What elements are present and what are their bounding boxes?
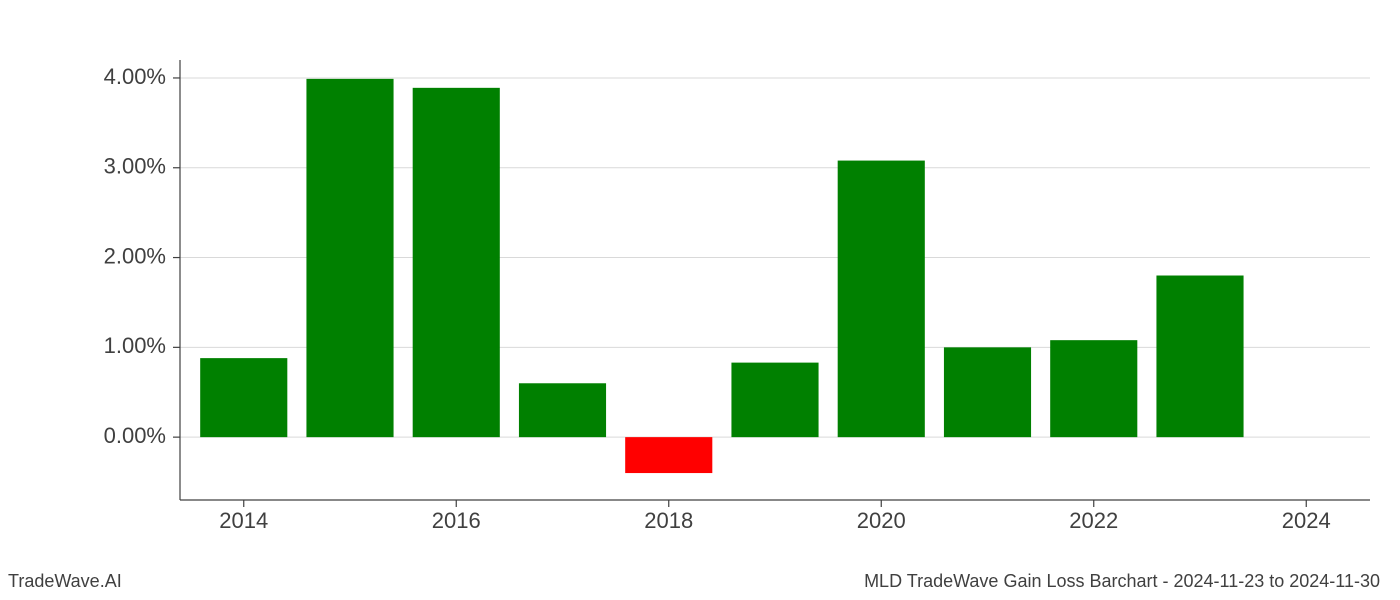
x-tick-label: 2020 <box>857 508 906 533</box>
bar-2021 <box>944 347 1031 437</box>
bar-2022 <box>1050 340 1137 437</box>
x-tick-label: 2014 <box>219 508 268 533</box>
y-tick-label: 1.00% <box>104 333 166 358</box>
bar-2019 <box>731 363 818 438</box>
bar-2017 <box>519 383 606 437</box>
bar-2016 <box>413 88 500 437</box>
y-tick-label: 0.00% <box>104 423 166 448</box>
x-tick-label: 2016 <box>432 508 481 533</box>
footer-left-label: TradeWave.AI <box>8 571 122 592</box>
bar-2014 <box>200 358 287 437</box>
chart-container: 0.00% 1.00% 2.00% 3.00% 4.00% 2014 2016 2018 202… <box>0 0 1400 600</box>
y-tick-label: 3.00% <box>104 154 166 179</box>
bar-2018 <box>625 437 712 473</box>
bar-2023 <box>1156 276 1243 438</box>
x-tick-label: 2024 <box>1282 508 1331 533</box>
bar-2015 <box>306 79 393 437</box>
bar-2020 <box>838 161 925 438</box>
x-tick-label: 2022 <box>1069 508 1118 533</box>
barchart-svg: 0.00% 1.00% 2.00% 3.00% 4.00% 2014 2016 2018 202… <box>0 0 1400 600</box>
x-tick-label: 2018 <box>644 508 693 533</box>
y-tick-label: 4.00% <box>104 64 166 89</box>
y-tick-label: 2.00% <box>104 243 166 268</box>
footer-right-label: MLD TradeWave Gain Loss Barchart - 2024-… <box>864 571 1380 592</box>
